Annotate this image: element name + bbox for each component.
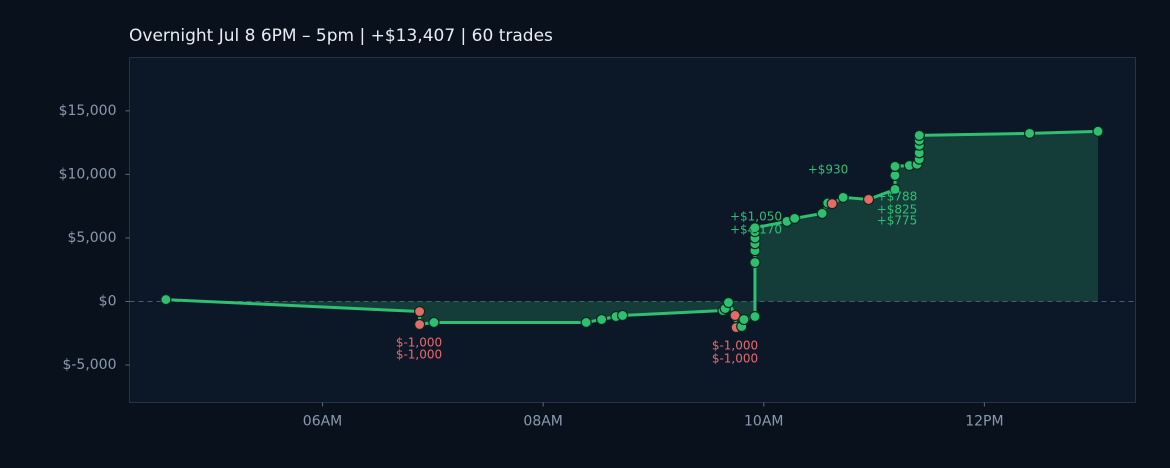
trade-marker — [789, 212, 801, 224]
area — [165, 131, 1098, 328]
trade-marker — [913, 129, 925, 141]
y-tick-label: $0 — [99, 293, 117, 309]
trade-marker — [722, 296, 735, 309]
trade-marker — [616, 309, 629, 322]
trade-marker — [414, 305, 426, 318]
trade-marker — [738, 313, 750, 326]
x-tick-label: 12PM — [965, 414, 1003, 430]
x-tick-label: 10AM — [744, 414, 783, 430]
annotation: +$930 — [808, 163, 849, 177]
annotation: $-1,000 — [712, 339, 758, 353]
annotation: +$775 — [877, 214, 918, 228]
trade-marker — [749, 222, 761, 234]
trade-marker — [889, 183, 901, 196]
trade-marker — [889, 160, 901, 173]
y-tick-label: $10,000 — [59, 166, 117, 182]
y-tick-label: $5,000 — [68, 230, 117, 246]
trade-marker — [826, 198, 838, 210]
annotation: $-1,000 — [712, 352, 758, 366]
trade-marker — [837, 191, 849, 204]
trade-marker — [580, 316, 592, 329]
y-tick-label: $-5,000 — [62, 357, 116, 373]
annotation: +$825 — [877, 203, 918, 217]
trade-marker — [428, 316, 440, 329]
trade-marker — [414, 318, 426, 331]
trade-marker — [749, 310, 761, 323]
trade-marker — [862, 193, 875, 206]
annotation: +$1,050 — [730, 210, 782, 224]
plot-area — [129, 57, 1136, 403]
trade-marker — [1024, 127, 1036, 139]
annotation: +$788 — [877, 190, 918, 204]
x-tick-label: 08AM — [523, 414, 562, 430]
x-tick-label: 06AM — [303, 414, 342, 430]
trade-marker — [816, 207, 828, 220]
trade-marker — [749, 256, 761, 269]
trade-marker — [160, 293, 172, 306]
annotation: +$4,170 — [730, 223, 782, 237]
y-tick-label: $15,000 — [59, 103, 117, 119]
annotation: $-1,000 — [396, 348, 442, 362]
chart-title: Overnight Jul 8 6PM – 5pm | +$13,407 | 6… — [129, 26, 553, 46]
trade-marker — [596, 313, 608, 326]
trade-marker — [1092, 125, 1104, 137]
annotation: $-1,000 — [396, 336, 442, 350]
